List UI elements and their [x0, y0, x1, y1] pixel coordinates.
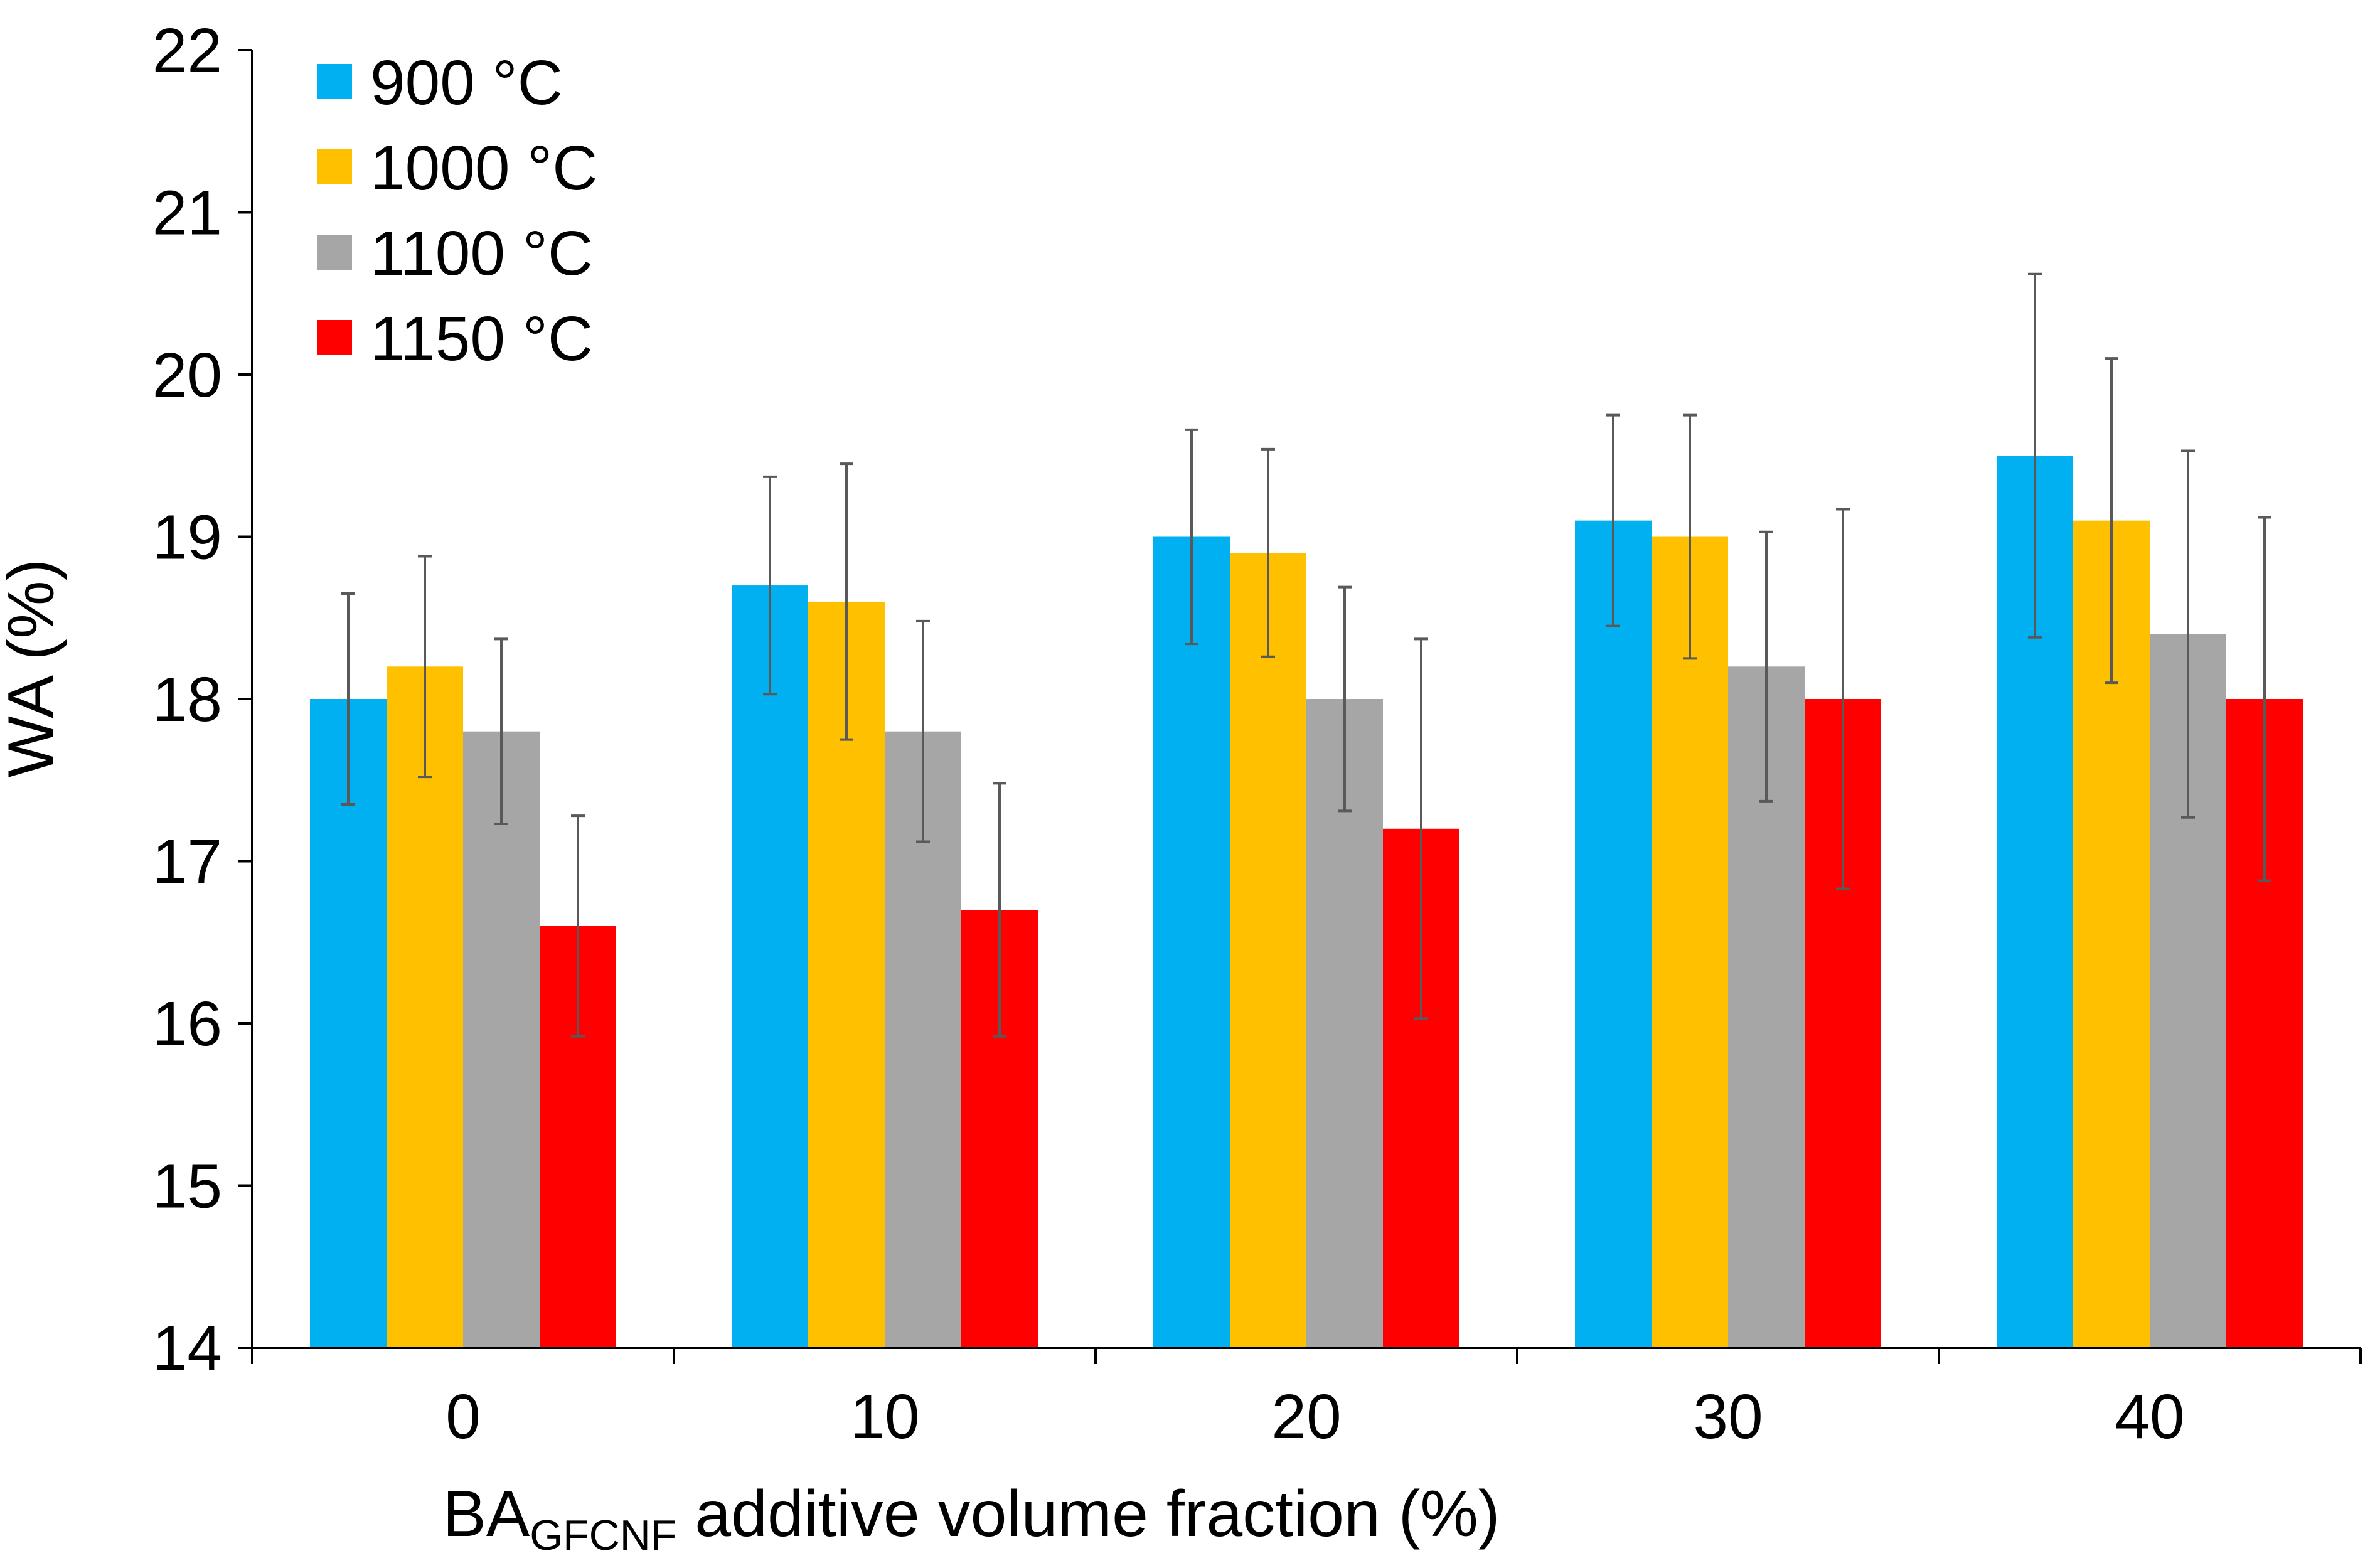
bar-900c-10 — [732, 585, 808, 1348]
x-tick-label: 30 — [1693, 1382, 1763, 1452]
x-axis-title-rest: additive volume fraction (%) — [676, 1478, 1500, 1550]
x-axis-title-main: BA — [442, 1478, 530, 1550]
y-axis-title: WA (%) — [0, 559, 68, 778]
error-bars — [341, 272, 2271, 1038]
bar-1000c-20 — [1230, 553, 1306, 1348]
legend-label: 1150 °C — [370, 304, 593, 374]
bar-1000c-0 — [387, 666, 463, 1348]
legend-swatch — [317, 320, 352, 355]
legend-swatch — [317, 235, 352, 270]
y-tick-label: 20 — [152, 340, 222, 410]
legend-swatch — [317, 149, 352, 184]
legend-swatch — [317, 64, 352, 99]
y-tick-label: 17 — [152, 827, 222, 897]
x-tick-label: 20 — [1271, 1382, 1341, 1452]
y-tick-label: 18 — [152, 664, 222, 735]
x-tick-label: 10 — [850, 1382, 919, 1452]
x-tick-label: 0 — [446, 1382, 481, 1452]
y-tick-label: 14 — [152, 1313, 222, 1384]
y-tick-label: 16 — [152, 989, 222, 1059]
x-axis-title-subscript: GFCNF — [530, 1512, 676, 1559]
bar-900c-20 — [1153, 536, 1230, 1348]
bars — [310, 456, 2303, 1348]
legend-label: 900 °C — [370, 48, 563, 118]
y-tick-label: 21 — [152, 178, 222, 248]
bar-1000c-30 — [1652, 536, 1728, 1348]
x-axis-title: BAGFCNF additive volume fraction (%) — [442, 1478, 1500, 1559]
legend: 900 °C 1000 °C 1100 °C 1150 °C — [317, 48, 597, 374]
bar-900c-0 — [310, 699, 387, 1348]
y-tick-label: 15 — [152, 1151, 222, 1222]
bar-1100c-0 — [463, 731, 540, 1348]
x-axis-ticks: 0 10 20 30 40 — [251, 1348, 2362, 1452]
legend-label: 1000 °C — [370, 133, 597, 203]
y-tick-label: 22 — [152, 16, 222, 86]
x-tick-label: 40 — [2115, 1382, 2184, 1452]
y-tick-label: 19 — [152, 503, 222, 573]
y-axis-ticks: 14 15 16 17 18 19 20 21 22 — [152, 16, 252, 1384]
bar-900c-30 — [1575, 520, 1652, 1348]
legend-label: 1100 °C — [370, 218, 593, 289]
